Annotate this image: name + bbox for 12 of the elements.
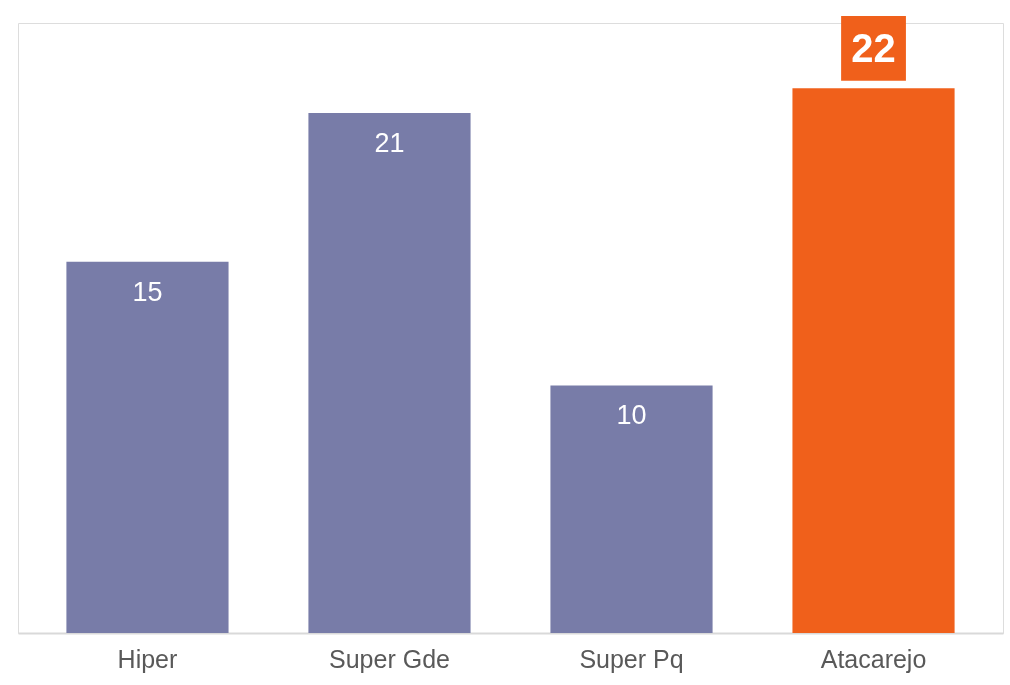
data-label: 22 bbox=[851, 26, 896, 71]
x-tick-label: Super Gde bbox=[329, 644, 450, 673]
data-label: 15 bbox=[132, 276, 163, 307]
x-tick-label: Hiper bbox=[117, 644, 178, 673]
bar bbox=[308, 113, 471, 633]
data-label: 10 bbox=[616, 400, 647, 431]
bar bbox=[66, 261, 229, 633]
data-label: 21 bbox=[374, 128, 405, 159]
x-tick-label: Super Pq bbox=[579, 644, 684, 673]
bar bbox=[792, 88, 955, 633]
x-tick-label: Atacarejo bbox=[820, 644, 927, 673]
bar bbox=[550, 385, 713, 633]
